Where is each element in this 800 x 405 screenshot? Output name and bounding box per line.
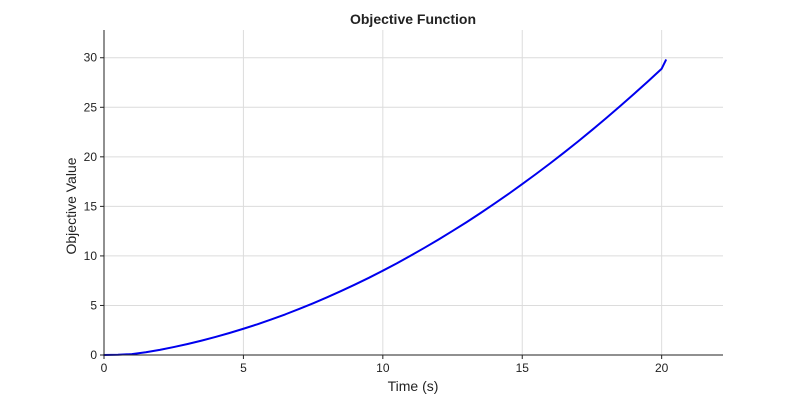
- y-tick-label: 5: [90, 298, 97, 312]
- x-tick-label: 0: [101, 361, 108, 375]
- y-tick-label: 15: [84, 199, 98, 213]
- chart-title: Objective Function: [350, 11, 476, 27]
- series-layer: [103, 59, 667, 356]
- y-tick-label: 10: [84, 249, 98, 263]
- x-tick-label: 15: [516, 361, 530, 375]
- y-axis-label: Objective Value: [63, 157, 79, 254]
- y-tick-label: 25: [84, 100, 98, 114]
- series-line-1: [103, 59, 667, 356]
- tick-layer: 0 5 10 15 20 0 5 10 15 20 25 30: [84, 51, 669, 375]
- y-tick-label: 20: [84, 150, 98, 164]
- y-tick-label: 0: [90, 348, 97, 362]
- x-tick-label: 10: [376, 361, 390, 375]
- axis-layer: [103, 30, 723, 356]
- y-tick-label: 30: [84, 51, 98, 65]
- x-tick-label: 20: [655, 361, 669, 375]
- x-tick-label: 5: [240, 361, 247, 375]
- x-axis-label: Time (s): [388, 378, 439, 394]
